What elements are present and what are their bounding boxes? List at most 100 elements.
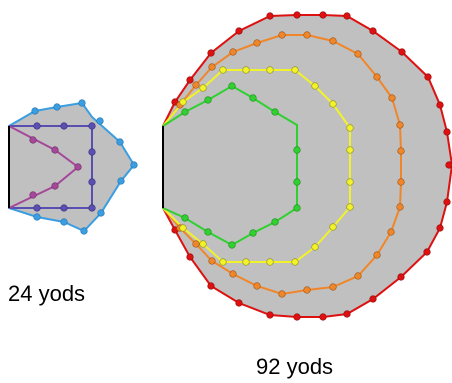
yod bbox=[311, 243, 319, 251]
yod bbox=[311, 82, 319, 90]
left-blue-dots bbox=[31, 99, 138, 235]
yod bbox=[346, 124, 354, 132]
yod bbox=[51, 182, 59, 190]
right-orange-dots bbox=[176, 31, 405, 298]
yod bbox=[303, 286, 311, 294]
yod bbox=[186, 76, 194, 84]
yod bbox=[369, 27, 377, 35]
yod bbox=[278, 290, 286, 298]
yod bbox=[387, 228, 395, 236]
yod bbox=[179, 98, 187, 106]
yod bbox=[33, 122, 41, 130]
yod bbox=[319, 11, 327, 19]
yod bbox=[192, 81, 200, 89]
yod bbox=[229, 48, 237, 56]
yod bbox=[343, 12, 351, 20]
right-figure bbox=[162, 11, 452, 321]
yod bbox=[181, 108, 189, 116]
yod bbox=[329, 37, 337, 45]
yod bbox=[207, 49, 215, 57]
left-indigo-dots bbox=[33, 122, 96, 212]
yod bbox=[293, 11, 301, 19]
right-orange-ring bbox=[162, 34, 402, 296]
yod bbox=[80, 227, 88, 235]
yod bbox=[445, 161, 452, 169]
yod bbox=[397, 273, 405, 281]
yod bbox=[192, 240, 200, 248]
yod bbox=[329, 223, 337, 231]
yod bbox=[228, 241, 236, 249]
yod bbox=[229, 270, 237, 278]
yod bbox=[116, 138, 124, 146]
yod bbox=[235, 299, 243, 307]
yod bbox=[373, 251, 381, 259]
yod bbox=[436, 101, 444, 109]
yod bbox=[346, 146, 354, 154]
yod bbox=[228, 82, 236, 90]
yod bbox=[130, 161, 138, 169]
yod bbox=[199, 240, 207, 248]
yod bbox=[117, 177, 125, 185]
yod bbox=[291, 258, 299, 266]
yod bbox=[235, 27, 243, 35]
yod bbox=[219, 66, 227, 74]
right-outer-polygon bbox=[162, 14, 452, 318]
yod bbox=[29, 191, 37, 199]
right-green-dots bbox=[181, 82, 301, 249]
yod bbox=[29, 136, 37, 144]
yod bbox=[443, 128, 451, 136]
yod bbox=[271, 108, 279, 116]
yod bbox=[346, 203, 354, 211]
yod bbox=[373, 73, 381, 81]
yod bbox=[204, 96, 212, 104]
yod bbox=[179, 224, 187, 232]
yod bbox=[388, 94, 396, 102]
yod bbox=[354, 50, 362, 58]
right-count-label: 92 yods bbox=[256, 354, 333, 379]
yod bbox=[219, 258, 227, 266]
yod bbox=[266, 66, 274, 74]
yod bbox=[266, 12, 274, 20]
yod bbox=[88, 178, 96, 186]
yod bbox=[242, 66, 250, 74]
left-indigo-frame bbox=[9, 125, 93, 209]
yod bbox=[443, 198, 451, 206]
yod bbox=[204, 228, 212, 236]
yod bbox=[329, 283, 337, 291]
yod bbox=[266, 258, 274, 266]
yod bbox=[396, 203, 404, 211]
yod bbox=[346, 178, 354, 186]
yod bbox=[208, 257, 216, 265]
yod bbox=[186, 253, 194, 261]
yod bbox=[33, 204, 41, 212]
yod bbox=[253, 39, 261, 47]
yod bbox=[271, 218, 279, 226]
yod bbox=[74, 163, 82, 171]
yod bbox=[291, 66, 299, 74]
yod bbox=[369, 295, 377, 303]
yod bbox=[208, 63, 216, 71]
yod bbox=[60, 122, 68, 130]
yod bbox=[253, 282, 261, 290]
left-outer-polygon bbox=[8, 101, 136, 233]
right-green-hexagon bbox=[162, 84, 298, 247]
right-yellow-ring bbox=[162, 69, 351, 263]
yod bbox=[249, 94, 257, 102]
yod bbox=[51, 146, 59, 154]
yod bbox=[329, 100, 337, 108]
yod bbox=[423, 248, 431, 256]
yod bbox=[293, 204, 301, 212]
yod bbox=[97, 209, 105, 217]
yod bbox=[53, 103, 61, 111]
yod bbox=[343, 310, 351, 318]
right-red-dots bbox=[171, 11, 452, 321]
yod bbox=[249, 229, 257, 237]
yod bbox=[303, 31, 311, 39]
yod bbox=[293, 178, 301, 186]
left-figure bbox=[8, 99, 138, 235]
yod bbox=[278, 31, 286, 39]
yod bbox=[88, 204, 96, 212]
yod bbox=[397, 178, 405, 186]
yod bbox=[78, 99, 86, 107]
yod bbox=[181, 214, 189, 222]
